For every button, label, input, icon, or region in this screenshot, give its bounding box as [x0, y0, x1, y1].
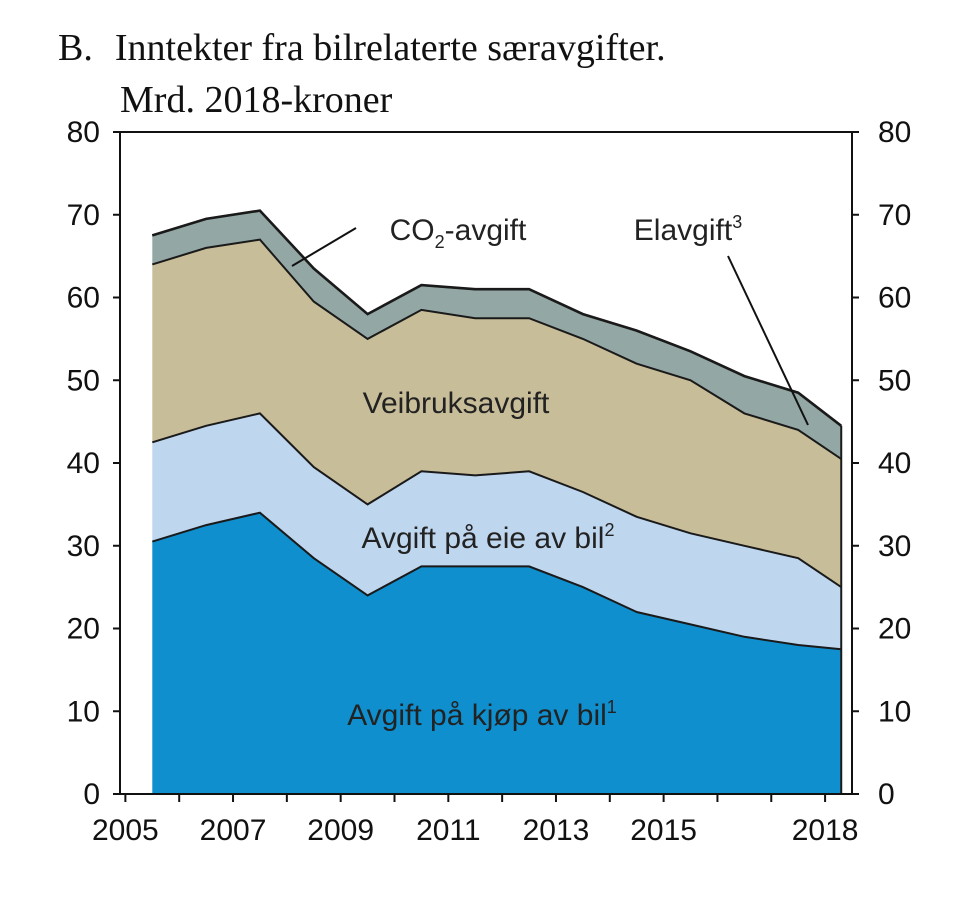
x-tick-label: 2015 [630, 814, 697, 847]
label-avgift-kjop: Avgift på kjøp av bil1 [347, 697, 617, 732]
series-boundary-line-0 [152, 511, 842, 651]
y-tick-label-left: 30 [67, 530, 100, 563]
chart-title: B. Inntekter fra bilrelaterte særavgifter… [58, 26, 666, 70]
y-tick-label-right: 30 [878, 530, 911, 563]
y-tick-label-left: 80 [67, 116, 100, 149]
y-tick-label-left: 10 [67, 695, 100, 728]
x-tick-label: 2009 [307, 814, 374, 847]
y-tick-label-left: 70 [67, 199, 100, 232]
y-tick-label-left: 20 [67, 613, 100, 646]
label-elavgift: Elavgift3 [634, 212, 742, 247]
co2-leader-line [291, 227, 357, 267]
y-tick-label-left: 40 [67, 447, 100, 480]
area-series-3 [152, 210, 842, 459]
elavgift-leader-line [727, 255, 809, 426]
y-tick-label-left: 60 [67, 282, 100, 315]
x-tick-label: 2018 [792, 814, 859, 847]
chart-subtitle: Mrd. 2018-kroner [120, 79, 393, 121]
y-tick-label-right: 70 [878, 199, 911, 232]
y-tick-label-left: 50 [67, 364, 100, 397]
area-series-1 [152, 413, 842, 650]
area-series-0 [152, 512, 842, 794]
series-boundary-line-1 [152, 412, 842, 588]
area-series-2 [152, 239, 842, 588]
y-tick-label-right: 20 [878, 613, 911, 646]
y-tick-label-right: 0 [878, 778, 895, 811]
label-avgift-eie: Avgift på eie av bil2 [362, 520, 615, 555]
x-tick-label: 2011 [416, 814, 481, 847]
y-tick-label-right: 40 [878, 447, 911, 480]
series-boundary-line-2 [152, 238, 842, 460]
label-co2-avgift: CO2-avgift [390, 214, 527, 252]
x-tick-label: 2013 [523, 814, 590, 847]
y-tick-label-right: 50 [878, 364, 911, 397]
y-tick-label-right: 60 [878, 282, 911, 315]
chart-title-prefix: B. [58, 27, 93, 69]
label-veibruksavgift: Veibruksavgift [363, 387, 550, 420]
chart-title-text: Inntekter fra bilrelaterte særavgifter. [114, 27, 666, 69]
y-tick-label-left: 0 [83, 778, 100, 811]
series-boundary-line-4 [151, 209, 842, 427]
y-tick-label-right: 10 [878, 695, 911, 728]
x-tick-label: 2007 [200, 814, 267, 847]
y-tick-label-right: 80 [878, 116, 911, 149]
x-tick-label: 2005 [92, 814, 159, 847]
